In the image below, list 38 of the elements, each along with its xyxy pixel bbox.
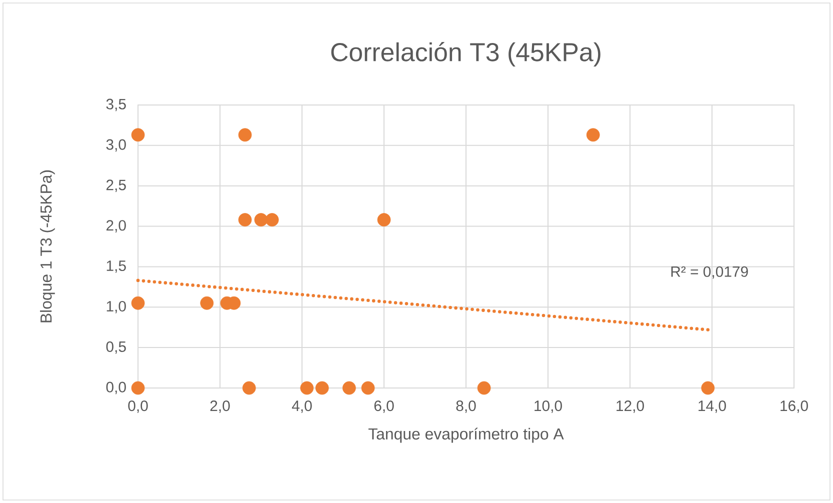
y-tick-label: 1,5 (106, 260, 126, 273)
point (200, 296, 214, 310)
x-tick-label: 10,0 (534, 400, 562, 413)
y-tick-label: 0,5 (106, 341, 126, 354)
point (254, 213, 268, 226)
x-tick-label: 0,0 (128, 400, 148, 413)
point (342, 381, 356, 395)
point (242, 381, 256, 395)
y-tick-label: 3,0 (106, 139, 126, 152)
y-tick-label: 2,5 (106, 180, 126, 192)
point (131, 381, 145, 395)
point (238, 213, 252, 226)
point (131, 128, 145, 142)
point (238, 128, 252, 142)
point (377, 213, 391, 226)
annotation: R² = 0,0179 (671, 266, 748, 279)
y-tick-label: 1,0 (106, 300, 126, 314)
point (586, 128, 600, 142)
point (131, 296, 145, 310)
x-tick-label: 2,0 (210, 400, 230, 413)
x-tick-label: 14,0 (698, 400, 726, 413)
x-tick-label: 12,0 (616, 400, 644, 413)
x-tick-label: 16,0 (780, 400, 808, 413)
y-axis-title: Bloque 1 T3 (-45KPa) (40, 170, 55, 322)
x-tick-label: 8,0 (456, 400, 476, 413)
point (265, 213, 279, 226)
point (701, 381, 715, 395)
x-tick-label: 6,0 (374, 400, 394, 413)
point (477, 381, 491, 395)
x-tick-label: 4,0 (292, 400, 312, 413)
y-tick-label: 0,0 (106, 382, 126, 394)
point (300, 381, 314, 395)
point (315, 381, 329, 395)
y-tick-label: 2,0 (106, 220, 126, 232)
chart-title: Correlación T3 (45KPa) (331, 42, 600, 66)
x-axis-title: Tanque evaporímetro tipo A (368, 428, 564, 443)
y-tick-label: 3,5 (106, 98, 126, 112)
point (361, 381, 375, 395)
